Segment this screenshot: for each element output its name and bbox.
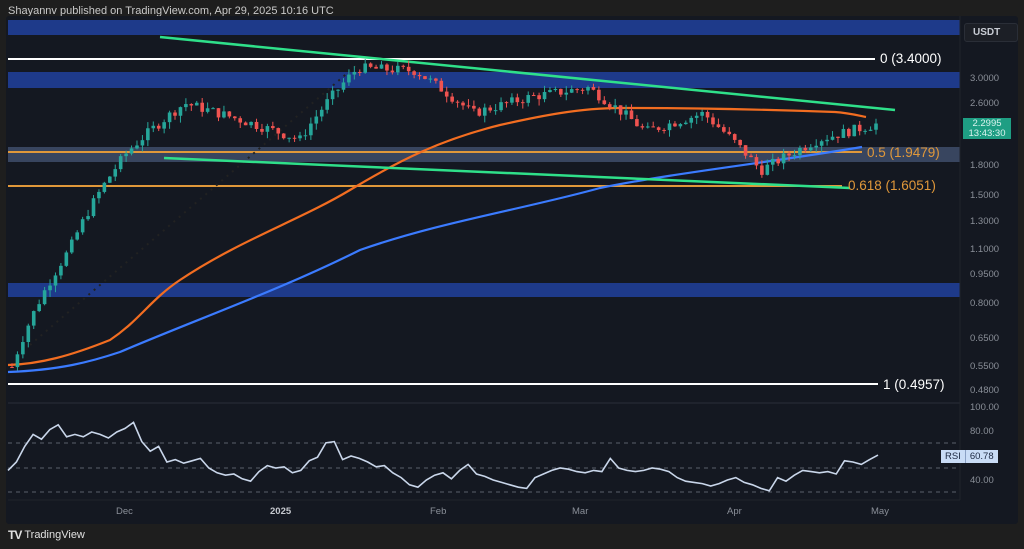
time-tick-dec: Dec bbox=[116, 506, 133, 517]
ma-orange-line[interactable] bbox=[7, 106, 867, 367]
price-tick: 3.0000 bbox=[970, 73, 1000, 84]
price-tick: 0.6500 bbox=[970, 333, 1000, 344]
rsi-tick: 40.00 bbox=[970, 475, 994, 486]
upper-trendline[interactable] bbox=[159, 35, 896, 112]
resistance-zone-top bbox=[8, 20, 960, 35]
ma-blue-line[interactable] bbox=[7, 145, 863, 374]
rsi-value: 60.78 bbox=[964, 450, 998, 463]
lower-trendline[interactable] bbox=[163, 156, 851, 190]
currency-selector[interactable]: USDT bbox=[964, 23, 1018, 42]
price-tick: 0.5500 bbox=[970, 361, 1000, 372]
price-tick: 1.1000 bbox=[970, 244, 1000, 255]
support-zone bbox=[8, 147, 960, 162]
price-tick: 0.4800 bbox=[970, 385, 1000, 396]
rsi-value-badge: RSI 60.78 bbox=[941, 450, 998, 463]
fib-connector-dotted bbox=[29, 63, 359, 346]
candle-countdown: 13:43:30 bbox=[968, 127, 1006, 139]
brand-name: TradingView bbox=[24, 529, 85, 541]
price-tick: 0.8000 bbox=[970, 298, 1000, 309]
rsi-indicator-name: RSI bbox=[941, 450, 965, 463]
fib-0.618-label: 0.618 (1.6051) bbox=[848, 178, 936, 193]
price-tick: 1.3000 bbox=[970, 216, 1000, 227]
time-tick-feb: Feb bbox=[430, 506, 447, 517]
fib-1-label: 1 (0.4957) bbox=[883, 377, 945, 392]
candlestick-series[interactable] bbox=[10, 59, 878, 371]
publish-info: Shayannv published on TradingView.com, A… bbox=[8, 5, 334, 17]
price-tick: 2.6000 bbox=[970, 98, 1000, 109]
time-tick-may: May bbox=[871, 506, 889, 517]
time-tick-apr: Apr bbox=[727, 506, 742, 517]
tradingview-brand[interactable]: TV TradingView bbox=[8, 528, 85, 542]
demand-zone bbox=[8, 283, 960, 297]
fib-0-label: 0 (3.4000) bbox=[880, 51, 942, 66]
rsi-tick: 80.00 bbox=[970, 426, 994, 437]
price-tick: 0.9500 bbox=[970, 269, 1000, 280]
rsi-tick: 100.00 bbox=[970, 402, 1000, 413]
tradingview-logo-icon: TV bbox=[8, 528, 22, 542]
current-price: 2.2995 bbox=[972, 118, 1002, 129]
fib-0.5-label: 0.5 (1.9479) bbox=[867, 145, 940, 160]
rsi-line[interactable] bbox=[7, 421, 879, 492]
current-price-badge: 2.2995 13:43:30 bbox=[963, 118, 1011, 139]
price-tick: 1.8000 bbox=[970, 160, 1000, 171]
price-tick: 1.5000 bbox=[970, 190, 1000, 201]
resistance-zone bbox=[8, 72, 960, 88]
time-tick-mar: Mar bbox=[572, 506, 589, 517]
time-tick-2025: 2025 bbox=[270, 506, 292, 517]
